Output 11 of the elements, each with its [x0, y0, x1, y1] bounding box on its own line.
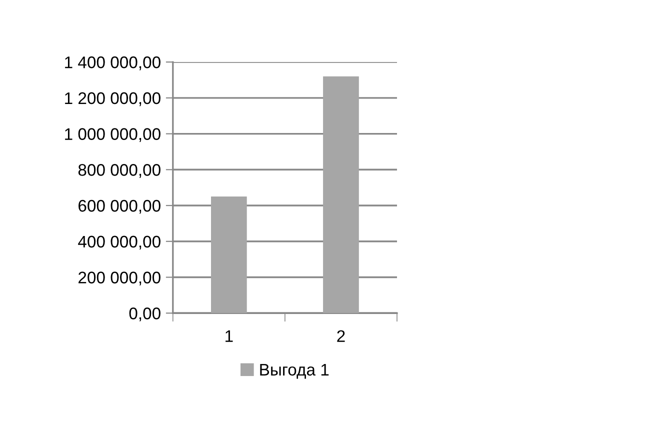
y-tick-label: 200 000,00: [78, 272, 160, 286]
x-tick-label: 2: [337, 330, 345, 342]
y-tick-label: 400 000,00: [78, 236, 160, 250]
y-tick-label: 600 000,00: [78, 200, 160, 214]
y-tick-label: 0,00: [129, 308, 160, 322]
y-tick-label: 1 200 000,00: [65, 92, 160, 106]
y-tick-label: 1 400 000,00: [65, 56, 160, 70]
x-tick-label: 1: [226, 330, 233, 342]
y-tick-label: 800 000,00: [78, 164, 160, 178]
legend-label: Выгода 1: [260, 364, 329, 379]
y-tick-label: 1 000 000,00: [65, 128, 160, 142]
